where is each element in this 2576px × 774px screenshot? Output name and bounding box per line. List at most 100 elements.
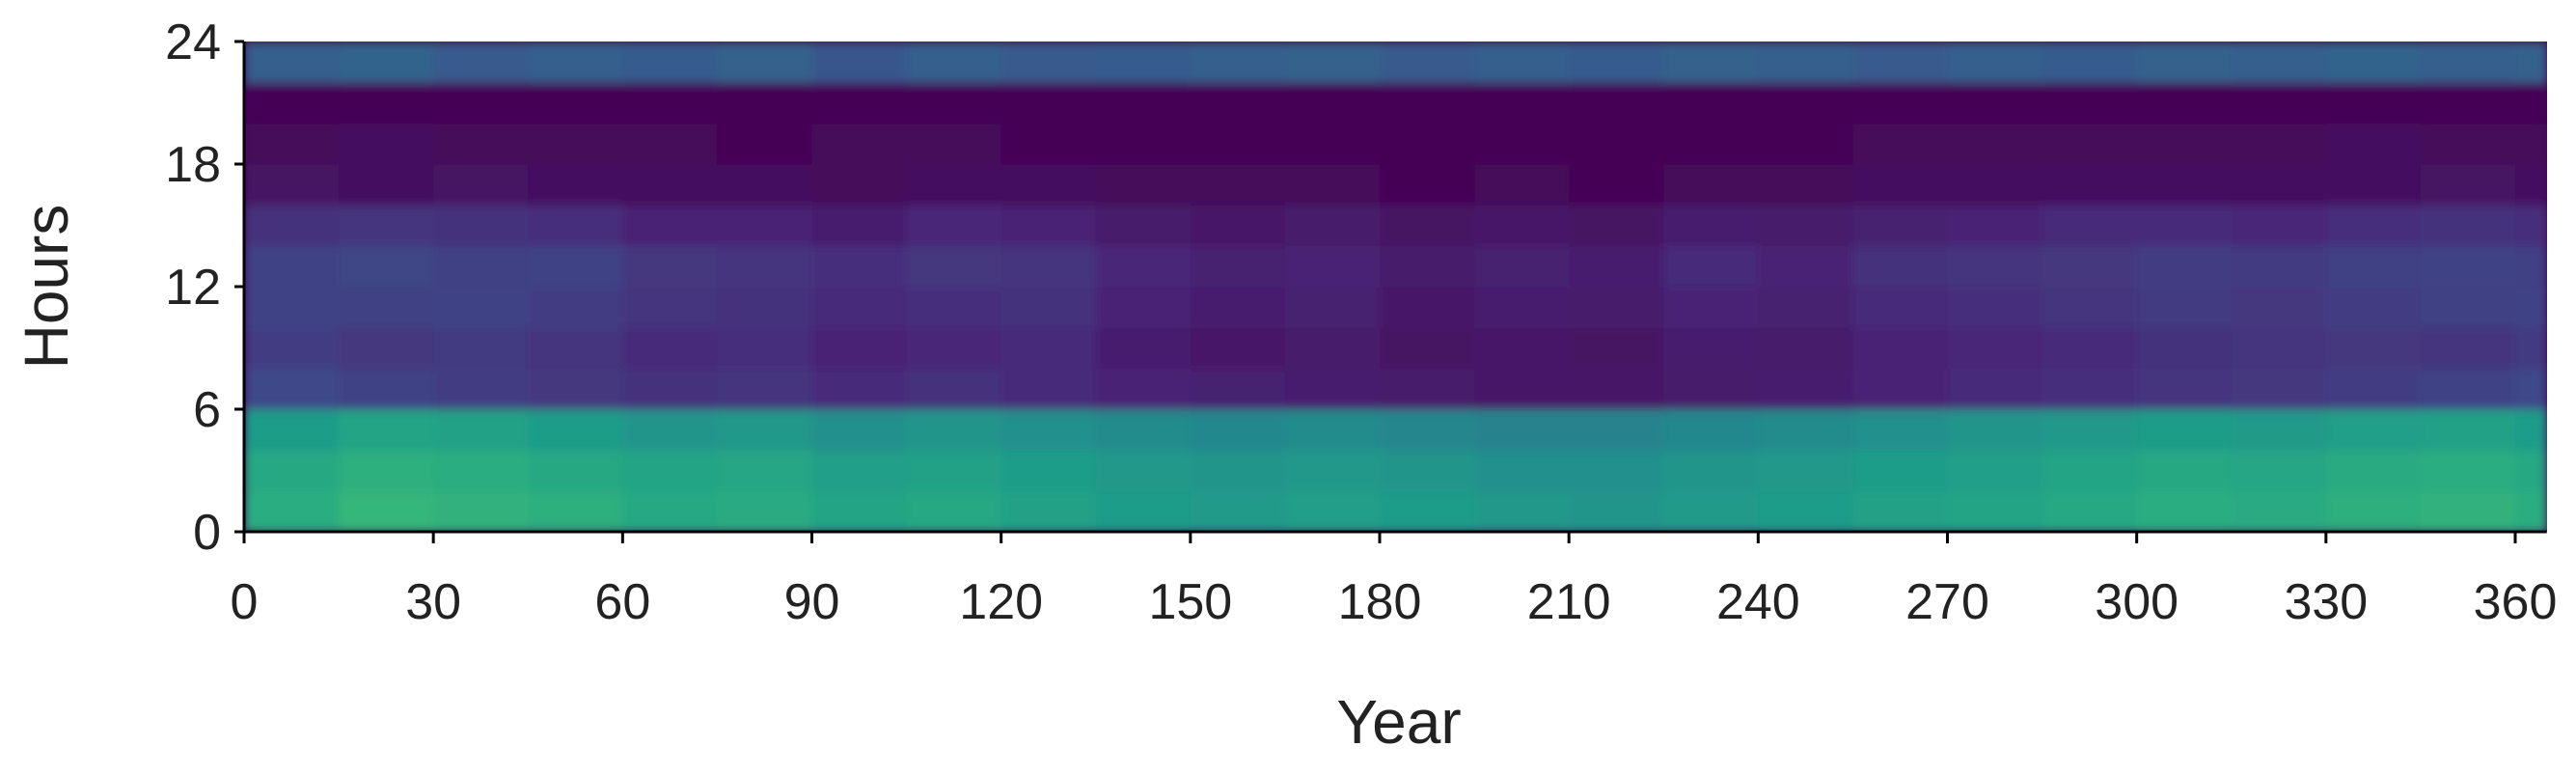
heatmap-cell	[1663, 409, 1759, 451]
heatmap-cell	[1947, 368, 2043, 410]
heatmap-cell	[1000, 327, 1097, 370]
heatmap-cell	[811, 409, 908, 451]
heatmap-cell	[528, 123, 623, 165]
heatmap-cell	[1569, 327, 1664, 370]
heatmap-cell	[2231, 123, 2327, 165]
heatmap-cell	[2231, 245, 2327, 288]
heatmap-cell	[1380, 368, 1475, 410]
heatmap-cell	[2231, 409, 2327, 451]
heatmap-cell	[1190, 123, 1286, 165]
heatmap-cell	[1095, 245, 1192, 288]
heatmap-cell	[622, 368, 718, 410]
heatmap-cell	[1474, 205, 1570, 247]
x-tick-label: 210	[1527, 574, 1611, 630]
heatmap-cell	[2325, 368, 2422, 410]
heatmap-cell	[717, 205, 812, 247]
heatmap-cell	[2042, 368, 2138, 410]
heatmap-cell	[2042, 41, 2138, 83]
heatmap-cell	[1947, 490, 2043, 532]
heatmap-cell	[717, 164, 812, 206]
heatmap-cell	[1663, 205, 1759, 247]
heatmap-cell	[1095, 450, 1192, 492]
heatmap-cell	[811, 123, 908, 165]
heatmap-cell	[1095, 41, 1192, 83]
heatmap-cell	[244, 287, 340, 328]
heatmap-cell	[1284, 205, 1381, 247]
heatmap-cell	[1947, 327, 2043, 370]
heatmap-cell	[717, 245, 812, 288]
heatmap-cell	[811, 205, 908, 247]
heatmap-cell	[1190, 41, 1286, 83]
heatmap-cell	[1284, 327, 1381, 370]
heatmap-cell	[1947, 82, 2043, 124]
heatmap-cell	[2515, 123, 2547, 165]
heatmap-cell	[1758, 205, 1853, 247]
heatmap-cell	[2420, 287, 2516, 328]
heatmap-cell	[244, 490, 340, 532]
heatmap-cell	[1569, 245, 1664, 288]
heatmap-cell	[1380, 450, 1475, 492]
heatmap-cell	[1758, 409, 1853, 451]
heatmap-cell	[528, 245, 623, 288]
x-tick-label: 90	[784, 574, 840, 630]
heatmap-cell	[906, 82, 1002, 124]
heatmap-cell	[1380, 327, 1475, 370]
heatmap-cell	[906, 490, 1002, 532]
heatmap-cell	[2325, 41, 2422, 83]
heatmap-cell	[433, 82, 529, 124]
heatmap-cell	[2136, 82, 2233, 124]
heatmap-cell	[717, 490, 812, 532]
heatmap-cell	[1000, 245, 1097, 288]
heatmap-cell	[1190, 368, 1286, 410]
heatmap-cell	[622, 245, 718, 288]
heatmap-cell	[2136, 41, 2233, 83]
heatmap-cell	[1947, 245, 2043, 288]
heatmap-cell	[1380, 287, 1475, 328]
heatmap-cell	[244, 164, 340, 206]
heatmap-cell	[339, 287, 434, 328]
heatmap-cell	[1284, 368, 1381, 410]
heatmap-cell	[1000, 164, 1097, 206]
heatmap-cell	[2042, 327, 2138, 370]
heatmap-cell	[2325, 327, 2422, 370]
heatmap-cell	[1000, 205, 1097, 247]
heatmap-cell	[1284, 409, 1381, 451]
heatmap-cell	[906, 409, 1002, 451]
heatmap-cell	[433, 368, 529, 410]
heatmap-cell	[2515, 164, 2547, 206]
heatmap-cell	[622, 409, 718, 451]
heatmap-cell	[1095, 164, 1192, 206]
heatmap-cell	[2325, 287, 2422, 328]
heatmap-cell	[1095, 287, 1192, 328]
heatmap-cell	[622, 205, 718, 247]
heatmap-cell	[1852, 327, 1948, 370]
heatmap-cell	[1474, 368, 1570, 410]
heatmap-cell	[339, 245, 434, 288]
heatmap-cell	[2515, 82, 2547, 124]
heatmap-cell	[1852, 245, 1948, 288]
heatmap-cell	[2515, 450, 2547, 492]
heatmap-cell	[2042, 490, 2138, 532]
heatmap-cell	[433, 327, 529, 370]
heatmap-cell	[1947, 409, 2043, 451]
heatmap-cell	[1474, 490, 1570, 532]
heatmap-cell	[244, 409, 340, 451]
heatmap-cell	[1284, 490, 1381, 532]
heatmap-cell	[2515, 287, 2547, 328]
heatmap-cell	[1095, 409, 1192, 451]
heatmap-cell	[2420, 164, 2516, 206]
axes: 0 30 60 90 120 150 180 210 240 270 300 330 360 0 6 12 18…	[165, 14, 2557, 630]
x-tick-label: 60	[594, 574, 650, 630]
heatmap-cell	[2325, 409, 2422, 451]
heatmap-cell	[717, 287, 812, 328]
heatmap-cell	[1190, 205, 1286, 247]
heatmap-cell	[1474, 409, 1570, 451]
heatmap-cell	[528, 327, 623, 370]
heatmap-cell	[2042, 123, 2138, 165]
heatmap-cell	[2231, 164, 2327, 206]
heatmap-cell	[717, 409, 812, 451]
heatmap-cell	[1284, 450, 1381, 492]
heatmap-cell	[1284, 82, 1381, 124]
heatmap-cell	[2420, 490, 2516, 532]
heatmap-cell	[1190, 82, 1286, 124]
